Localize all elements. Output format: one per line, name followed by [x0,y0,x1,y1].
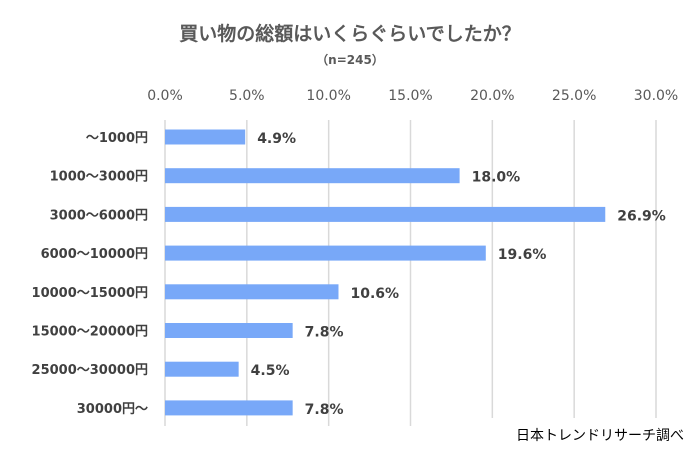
bar [165,361,239,377]
category-label: 3000～6000円 [50,208,148,223]
bar [165,284,339,300]
data-label: 7.8% [305,325,344,341]
x-tick-label: 20.0% [470,88,514,104]
data-label: 26.9% [617,208,666,224]
x-tick-label: 30.0% [634,88,678,104]
data-label: 7.8% [305,402,344,418]
data-label: 18.0% [472,170,521,186]
chart-title: 買い物の総額はいくらぐらいでしたか？ [179,22,520,45]
chart-subtitle: （n=245） [316,52,384,67]
category-label: 15000～20000円 [32,325,148,340]
bar [165,168,460,184]
x-tick-label: 25.0% [552,88,596,104]
bar [165,206,606,222]
data-label: 4.5% [251,363,290,379]
x-tick-label: 5.0% [229,88,265,104]
data-label: 19.6% [498,247,547,263]
x-tick-label: 10.0% [306,88,350,104]
x-tick-label: 15.0% [388,88,432,104]
x-tick-label: 0.0% [147,88,183,104]
category-label: 1000～3000円 [50,170,148,185]
category-label: 6000～10000円 [41,247,148,262]
bar [165,129,246,145]
bar [165,245,486,261]
bar [165,323,293,338]
category-label: 10000～15000円 [32,286,148,301]
category-label: ～1000円 [86,131,148,146]
category-label: 30000円～ [77,402,148,417]
data-label: 4.9% [257,131,296,147]
data-label: 10.6% [350,286,399,302]
source-note: 日本トレンドリサーチ調べ [516,428,684,444]
bar [165,400,293,416]
category-label: 25000～30000円 [32,363,148,378]
